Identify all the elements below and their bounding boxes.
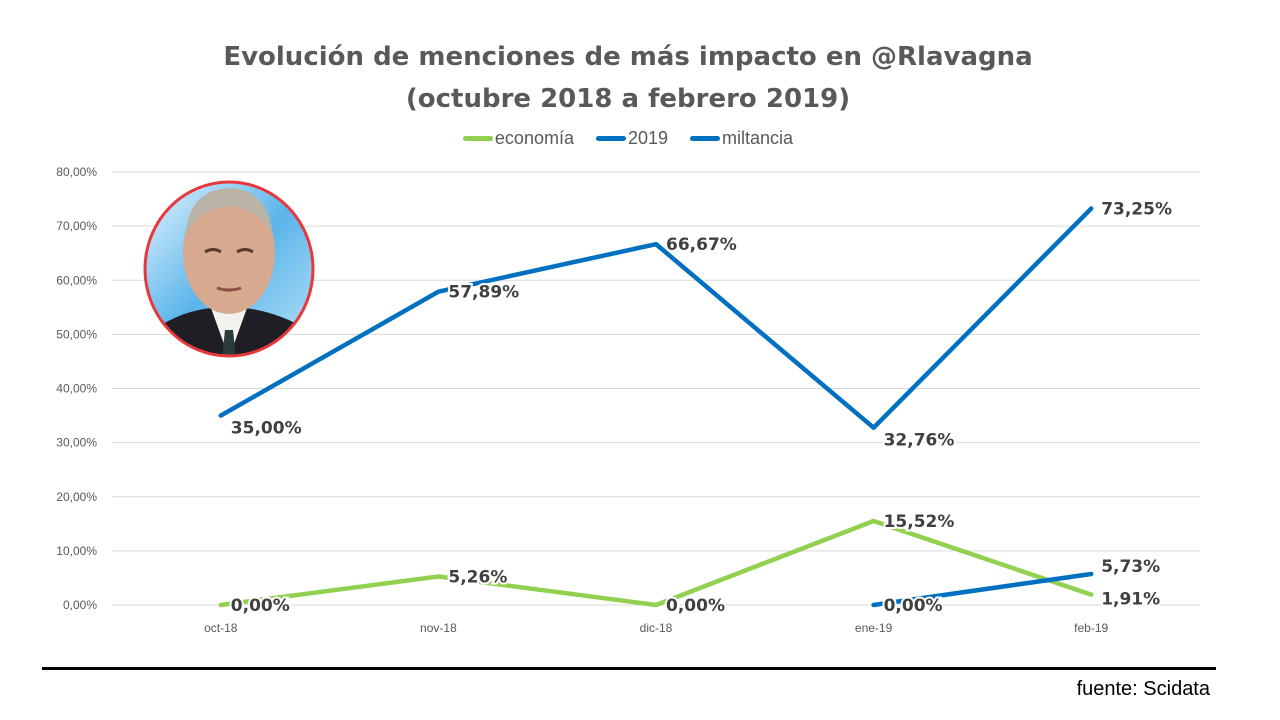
title-line-1: Evolución de menciones de más impacto en… xyxy=(223,42,1033,72)
x-tick-label: feb-19 xyxy=(1074,621,1108,635)
x-tick-label: ene-19 xyxy=(855,621,893,635)
series-line-2019 xyxy=(871,571,1094,608)
legend-item-miltancia: miltancia xyxy=(690,128,793,149)
data-point xyxy=(654,242,658,247)
data-label: 57,89% xyxy=(448,283,519,303)
chart-title: Evolución de menciones de más impacto en… xyxy=(0,36,1256,120)
data-label: 1,91% xyxy=(1101,590,1160,610)
x-tick-label: nov-18 xyxy=(420,621,457,635)
data-label: 66,67% xyxy=(666,235,737,255)
data-label: 5,73% xyxy=(1101,557,1160,577)
x-tick-label: dic-18 xyxy=(640,621,673,635)
legend-label: 2019 xyxy=(627,128,669,148)
data-point xyxy=(871,518,876,523)
y-tick-label: 10,00% xyxy=(56,544,97,558)
footer-rule xyxy=(42,667,1216,670)
legend-swatch xyxy=(462,136,493,141)
legend-label: miltancia xyxy=(722,128,794,148)
legend-item-2019: 2019 xyxy=(595,128,669,149)
y-tick-label: 60,00% xyxy=(56,273,97,287)
data-label: 35,00% xyxy=(231,419,302,439)
data-label: 0,00% xyxy=(231,596,290,616)
data-point xyxy=(871,425,876,430)
legend-item-economia: economía xyxy=(462,128,574,149)
data-label: 5,26% xyxy=(448,568,507,588)
data-point xyxy=(436,574,441,579)
y-tick-label: 80,00% xyxy=(56,165,97,179)
data-point xyxy=(436,289,441,294)
data-point xyxy=(218,603,223,607)
source-note: fuente: Scidata xyxy=(1076,678,1210,700)
data-label: 0,00% xyxy=(884,596,943,616)
data-label: 32,76% xyxy=(884,431,955,451)
data-point xyxy=(871,603,876,607)
series-line-miltancia xyxy=(218,206,1094,430)
legend-swatch xyxy=(595,136,626,141)
data-label: 73,25% xyxy=(1101,200,1172,220)
y-tick-label: 0,00% xyxy=(63,598,97,612)
x-tick-label: oct-18 xyxy=(204,621,238,635)
y-tick-label: 40,00% xyxy=(56,382,97,396)
legend: economía 2019 miltancia xyxy=(0,128,1256,149)
y-tick-label: 50,00% xyxy=(56,327,97,341)
title-line-2: (octubre 2018 a febrero 2019) xyxy=(405,84,851,114)
data-point xyxy=(1089,592,1094,597)
legend-label: economía xyxy=(494,128,574,148)
data-point xyxy=(218,413,223,418)
data-point xyxy=(1089,206,1094,211)
data-label: 15,52% xyxy=(884,512,955,532)
y-tick-label: 30,00% xyxy=(56,436,97,450)
data-point xyxy=(654,603,658,607)
data-label: 0,00% xyxy=(666,596,725,616)
data-point xyxy=(1089,571,1094,576)
legend-swatch xyxy=(690,136,721,141)
politician-portrait-icon xyxy=(143,180,315,358)
y-tick-label: 20,00% xyxy=(56,490,97,504)
y-tick-label: 70,00% xyxy=(56,219,97,233)
